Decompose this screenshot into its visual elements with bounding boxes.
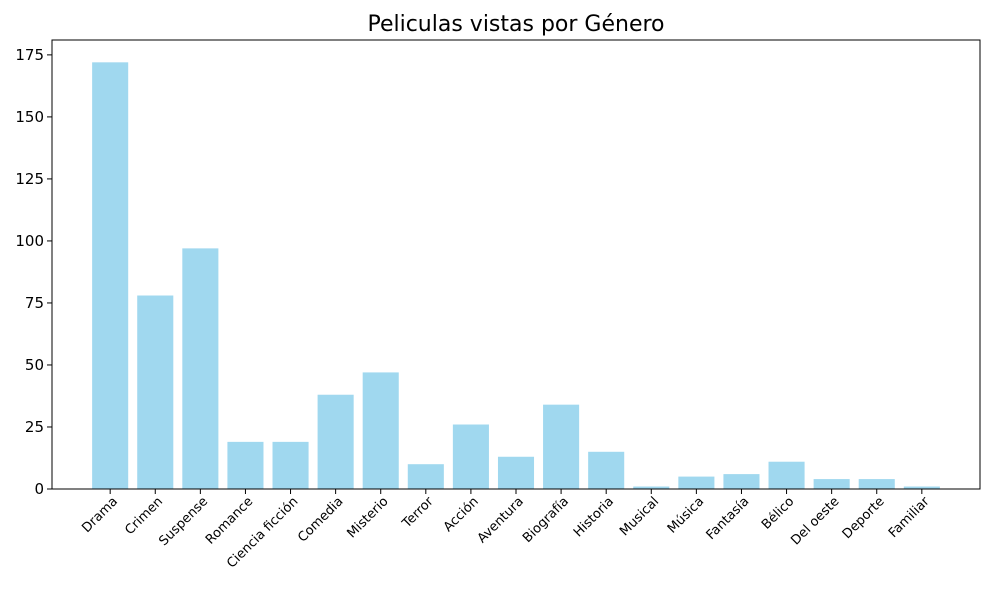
y-tick-label: 0: [34, 480, 44, 498]
y-tick-label: 175: [15, 46, 44, 64]
x-tick-label: Suspense: [156, 494, 211, 549]
x-tick-label: Aventura: [475, 494, 527, 546]
bar-2: [182, 248, 219, 489]
bar-9: [497, 456, 535, 489]
bar-0: [92, 62, 129, 490]
y-tick-label: 25: [25, 418, 44, 436]
bar-12: [633, 486, 670, 489]
bar-6: [362, 372, 399, 489]
bar-13: [678, 476, 715, 489]
bar-1: [137, 295, 174, 489]
bar-14: [723, 474, 760, 489]
x-tick-label: Drama: [79, 494, 121, 536]
x-tick-label: Misterio: [344, 494, 391, 541]
bar-16: [813, 479, 850, 489]
x-tick-label: Bélico: [759, 494, 797, 532]
chart-title: Peliculas vistas por Género: [367, 12, 664, 37]
x-tick-label: Acción: [441, 494, 482, 535]
bar-11: [588, 451, 625, 489]
plot-frame: [51, 39, 981, 490]
bar-15: [768, 461, 805, 489]
x-tick-label: Música: [665, 494, 707, 536]
y-tick-label: 100: [15, 232, 44, 250]
x-tick-label: Comedia: [295, 494, 346, 545]
y-axis: 0 25 50 75 100 125 150 175: [15, 46, 52, 498]
x-tick-label: Crimen: [122, 494, 166, 538]
bar-10: [543, 404, 580, 489]
x-tick-label: Del oeste: [788, 494, 842, 548]
bars-layer: [92, 62, 940, 490]
y-tick-label: 150: [15, 108, 44, 126]
y-tick-label: 125: [15, 170, 44, 188]
x-tick-label: Musical: [617, 494, 662, 539]
bar-3: [227, 441, 264, 489]
bar-7: [407, 464, 444, 489]
x-tick-label: Familiar: [886, 494, 933, 541]
bar-17: [858, 479, 895, 489]
bar-4: [272, 441, 309, 489]
x-tick-label: Historia: [571, 494, 617, 540]
bar-18: [903, 486, 940, 489]
x-tick-label: Fantasía: [704, 494, 753, 543]
y-tick-label: 50: [25, 356, 44, 374]
x-tick-label: Terror: [399, 494, 437, 532]
y-tick-label: 75: [25, 294, 44, 312]
x-tick-label: Deporte: [840, 494, 888, 542]
x-tick-label: Biografía: [520, 494, 572, 546]
bar-5: [317, 394, 354, 489]
bar-8: [452, 424, 489, 489]
